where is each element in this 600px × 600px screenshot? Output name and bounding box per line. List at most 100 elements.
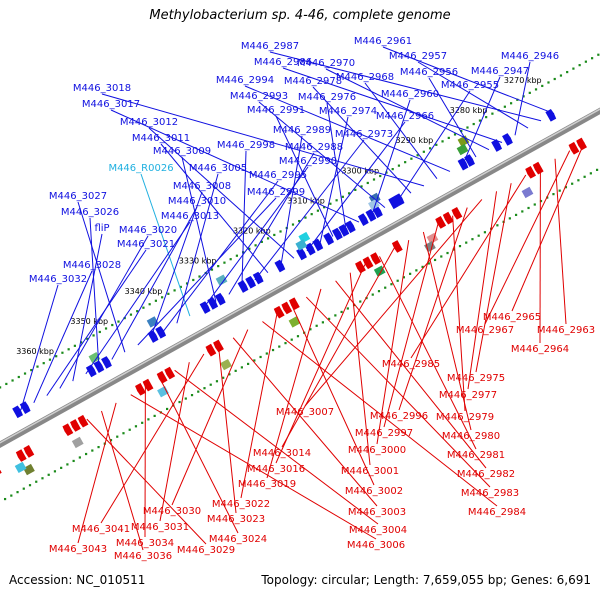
genome-backbone: [0, 107, 600, 448]
track-dot-upper: [229, 258, 232, 261]
leader-line-reverse: [511, 142, 585, 312]
gene-label-forward: M446_2988: [285, 142, 343, 153]
gene-label-forward: M446_2956: [400, 67, 458, 78]
leader-line-forward: [417, 61, 529, 129]
reverse-gene-arrow: [273, 305, 285, 319]
track-dot-upper: [541, 84, 544, 88]
gene-label-reverse: M446_3036: [114, 551, 172, 562]
track-dot-lower: [514, 213, 518, 217]
gene-label-reverse: M446_3001: [341, 466, 399, 477]
track-dot-upper: [547, 81, 550, 84]
track-dot-lower: [147, 418, 150, 421]
track-dot-lower: [471, 238, 474, 241]
forward-gene-arrow: [545, 109, 557, 122]
gene-label-forward: M446_3021: [117, 239, 175, 250]
reverse-gene-arrow: [355, 260, 366, 274]
reverse-gene-arrow: [525, 166, 537, 179]
gene-label-reverse: M446_3006: [347, 540, 405, 551]
track-dot-lower: [390, 283, 393, 286]
track-dot-upper: [173, 289, 176, 292]
track-dot-lower: [359, 300, 362, 303]
track-dot-lower: [134, 425, 138, 428]
leader-line-reverse: [335, 280, 487, 469]
track-dot-lower: [78, 456, 81, 459]
track-dot-upper: [291, 223, 295, 226]
track-dot-upper: [453, 133, 457, 136]
leader-line-forward: [46, 249, 147, 396]
leader-line-forward: [269, 51, 542, 122]
track-dot-lower: [10, 494, 13, 497]
leader-line-reverse: [218, 345, 237, 514]
gene-label-reverse: M446_3030: [143, 506, 201, 517]
track-dot-lower: [477, 234, 480, 237]
tick-label-kbp: 3300 kbp: [341, 166, 379, 175]
track-dot-upper: [111, 323, 114, 327]
track-dot-lower: [446, 251, 449, 255]
track-dot-upper: [179, 285, 182, 289]
gene-label-reverse: M446_2967: [456, 325, 514, 336]
track-dot-upper: [129, 313, 133, 316]
gene-label-forward: M446_3011: [132, 133, 190, 144]
track-dot-lower: [564, 186, 568, 189]
forward-gene-arrow: [155, 325, 167, 339]
forward-gene-arrow: [365, 209, 377, 222]
track-dot-lower: [421, 265, 424, 268]
track-dot-lower: [533, 203, 536, 206]
track-dot-upper: [298, 219, 301, 223]
track-dot-upper: [48, 358, 52, 361]
gene-label-reverse: M446_2980: [442, 431, 500, 442]
leader-line-forward: [137, 197, 277, 346]
leader-line-reverse: [275, 264, 366, 464]
reverse-gene-arrow: [15, 449, 27, 462]
leader-line-forward: [462, 76, 501, 165]
forward-gene-arrow: [312, 238, 324, 252]
track-dot-upper: [266, 237, 270, 240]
reverse-gene-arrow: [164, 366, 176, 380]
track-dot-upper: [391, 167, 394, 171]
gene-label-forward: M446_3013: [161, 211, 219, 222]
reverse-gene-arrow: [62, 423, 74, 436]
forward-gene-arrow: [252, 271, 264, 285]
leader-line-forward: [382, 46, 555, 115]
leader-line-reverse: [262, 321, 498, 507]
track-dot-lower: [22, 487, 25, 490]
track-dot-upper: [422, 150, 425, 153]
track-dot-upper: [335, 199, 338, 202]
leader-line-reverse: [86, 418, 207, 545]
track-dot-lower: [35, 480, 38, 483]
track-dot-lower: [228, 373, 231, 376]
leader-line-forward: [306, 121, 406, 252]
leader-line-reverse: [130, 394, 377, 540]
forward-gene-arrow: [338, 224, 350, 237]
leader-line-forward: [244, 85, 451, 172]
track-dot-upper: [310, 213, 313, 216]
tick-label-kbp: 3310 kbp: [287, 196, 325, 205]
track-dot-upper: [161, 296, 164, 299]
tick-label-kbp: 3280 kbp: [450, 106, 488, 115]
track-dot-upper: [522, 95, 525, 98]
track-dot-upper: [217, 265, 220, 268]
tick-label-kbp: 3330 kbp: [179, 257, 217, 266]
track-dot-lower: [234, 369, 237, 372]
feature-box: [23, 463, 35, 476]
track-dot-lower: [47, 473, 50, 476]
gene-label-forward: M446_2947: [471, 66, 529, 77]
track-dot-lower: [433, 258, 437, 262]
gene-label-forward: M446_2990: [279, 156, 337, 167]
track-dot-upper: [260, 240, 263, 243]
track-dot-lower: [371, 293, 374, 296]
gene-label-reverse: M446_3023: [207, 514, 265, 525]
track-dot-upper: [0, 386, 2, 389]
gene-label-forward: M446_2993: [230, 91, 288, 102]
leader-line-forward: [89, 217, 100, 367]
track-dot-lower: [309, 328, 312, 331]
track-dot-lower: [552, 193, 555, 196]
leader-line-forward: [325, 68, 490, 151]
track-dot-upper: [404, 161, 407, 164]
track-dot-lower: [240, 366, 243, 369]
gene-label-reverse: M446_3000: [348, 445, 406, 456]
gene-label-reverse: M446_3022: [212, 499, 270, 510]
tick-label-kbp: 3270 kbp: [504, 76, 542, 85]
track-dot-upper: [553, 77, 556, 81]
reverse-gene-arrow: [451, 206, 463, 220]
